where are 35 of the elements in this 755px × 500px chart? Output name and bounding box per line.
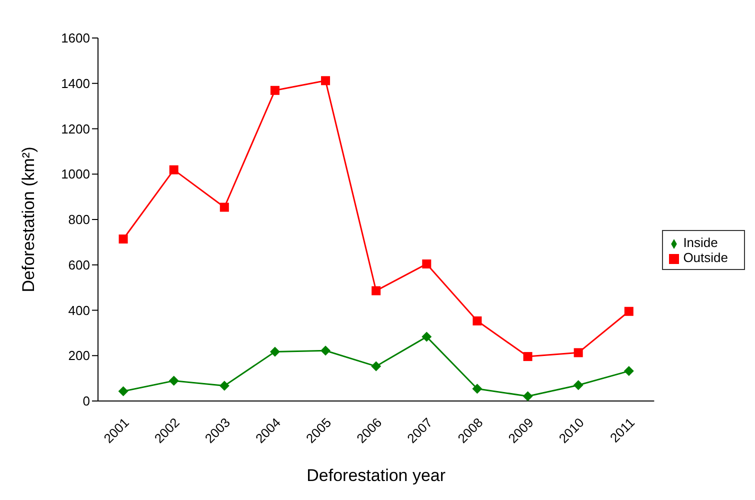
point <box>371 361 382 372</box>
y-tick-label: 400 <box>68 302 90 318</box>
point <box>321 76 330 86</box>
x-axis-title: Deforestation year <box>306 466 446 485</box>
y-tick-label: 0 <box>82 394 90 409</box>
point <box>573 380 584 390</box>
point <box>118 234 128 244</box>
point <box>220 202 229 212</box>
y-tick-label: 1200 <box>61 121 90 136</box>
legend-label: Outside <box>683 250 728 265</box>
y-tick-label: 1400 <box>61 76 90 91</box>
point <box>169 165 178 174</box>
point <box>523 352 532 362</box>
point <box>270 346 280 357</box>
y-tick-label: 200 <box>68 348 90 364</box>
point <box>168 376 179 386</box>
point <box>118 386 128 396</box>
point <box>624 306 634 316</box>
point <box>422 332 432 342</box>
y-tick-label: 600 <box>68 257 90 272</box>
y-axis-title: Deforestation (km²) <box>19 146 38 292</box>
point <box>320 346 331 356</box>
point <box>624 366 634 376</box>
point <box>219 380 230 391</box>
y-tick-label: 800 <box>68 212 90 228</box>
y-tick-label: 1000 <box>61 166 90 182</box>
point <box>472 384 482 394</box>
point <box>574 348 583 358</box>
point <box>522 391 533 401</box>
point <box>422 259 432 268</box>
point <box>472 316 482 326</box>
y-tick-label: 1600 <box>61 30 90 46</box>
legend-label: Inside <box>683 235 718 250</box>
point <box>372 286 381 296</box>
point <box>270 86 280 95</box>
